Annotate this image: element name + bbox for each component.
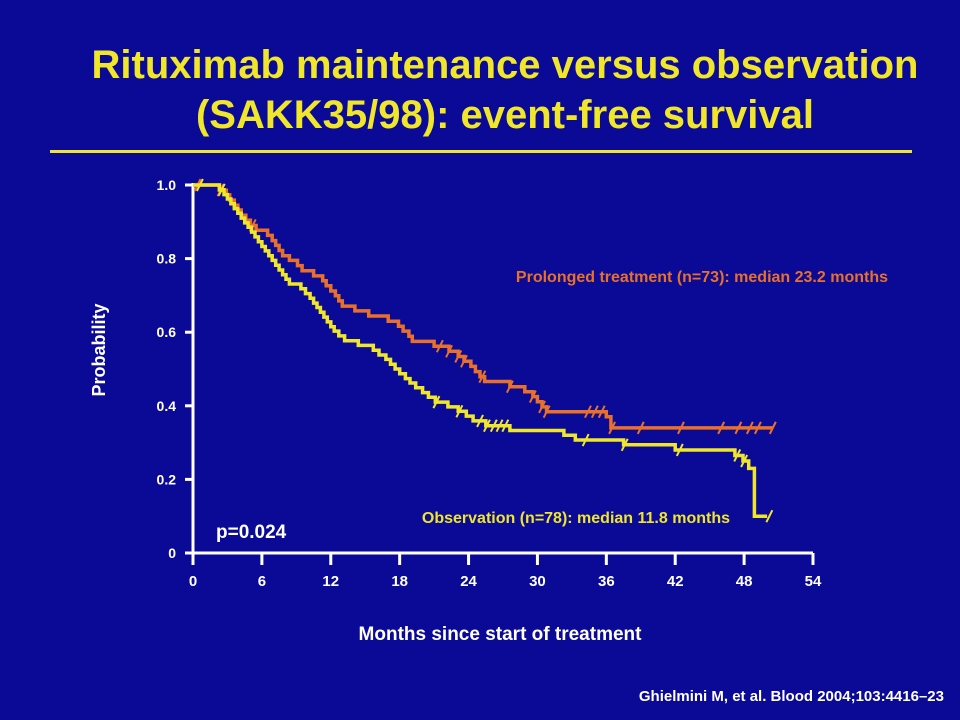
title-underline: [50, 150, 912, 153]
censor-mark: [538, 400, 546, 414]
chart-axes: 0 6 12 18 24 30 36 42 48 54 0 0.2 0.4 0.6 0.8 1.0: [157, 177, 822, 590]
censor-mark: [217, 183, 226, 197]
x-axis-label: Months since start of treatment: [359, 624, 643, 645]
censor-mark: [483, 419, 491, 433]
censor-mark: [740, 454, 749, 468]
slide-title-line-2: (SAKK35/98): event-free survival: [195, 93, 815, 137]
censor-mark: [528, 390, 537, 404]
censor-mark: [435, 339, 444, 353]
x-tick-label: 48: [736, 573, 753, 590]
y-axis-label: Probability: [89, 303, 109, 396]
censor-mark: [733, 449, 742, 462]
censor-mark: [495, 419, 504, 433]
censor-mark: [636, 421, 645, 435]
x-tick-label: 24: [460, 573, 477, 590]
censor-mark: [584, 405, 592, 419]
series-label-0: Prolonged treatment (n=73): median 23.2 …: [516, 269, 888, 286]
chart-labels: Months since start of treatment Probabili…: [89, 269, 888, 645]
x-tick-label: 18: [391, 573, 408, 590]
censor-mark: [478, 370, 487, 384]
censor-mark: [505, 380, 514, 394]
x-tick-label: 6: [258, 573, 266, 590]
x-tick-label: 0: [189, 573, 197, 590]
censor-mark: [460, 354, 468, 368]
y-tick-label: 0.2: [157, 471, 177, 487]
x-tick-label: 36: [598, 573, 615, 590]
censor-mark: [455, 404, 464, 418]
censor-mark: [608, 421, 616, 435]
censor-mark: [768, 421, 777, 435]
censor-mark: [675, 443, 684, 457]
survival-curve-0: [193, 183, 773, 430]
censor-mark: [489, 419, 498, 433]
x-tick-label: 54: [805, 573, 822, 590]
censor-mark: [476, 414, 484, 428]
y-tick-label: 0.4: [157, 398, 177, 414]
y-tick-label: 0.8: [157, 251, 177, 267]
censor-mark: [542, 405, 551, 419]
y-tick-label: 0: [168, 545, 176, 561]
x-tick-label: 30: [529, 573, 546, 590]
slide-title-line-1: Rituximab maintenance versus observation: [91, 43, 919, 87]
y-tick-label: 1.0: [157, 177, 177, 193]
censor-mark: [677, 421, 685, 435]
censor-mark: [734, 421, 743, 435]
censor-mark: [501, 419, 510, 433]
citation: Ghielmini M, et al. Blood 2004;103:4416–…: [638, 688, 944, 705]
censor-mark: [753, 421, 762, 435]
series-label-1: Observation (n=78): median 11.8 months: [422, 510, 730, 527]
censor-mark: [597, 405, 606, 419]
censor-mark: [581, 433, 590, 447]
censor-mark: [620, 438, 629, 452]
censor-mark: [195, 178, 204, 192]
y-tick-label: 0.6: [157, 324, 177, 340]
censor-mark: [590, 405, 599, 419]
x-tick-label: 42: [667, 573, 684, 590]
censor-mark: [432, 395, 441, 409]
censor-mark: [454, 350, 463, 363]
censor-mark: [765, 509, 774, 523]
survival-curve-1: [193, 183, 768, 518]
censor-mark: [717, 421, 726, 435]
chart-curves: [193, 178, 777, 523]
p-value-annotation: p=0.024: [216, 522, 287, 543]
censor-mark: [745, 421, 754, 435]
x-tick-label: 12: [322, 573, 339, 590]
censor-mark: [445, 344, 453, 358]
slide-title: Rituximab maintenance versus observation…: [0, 40, 960, 140]
